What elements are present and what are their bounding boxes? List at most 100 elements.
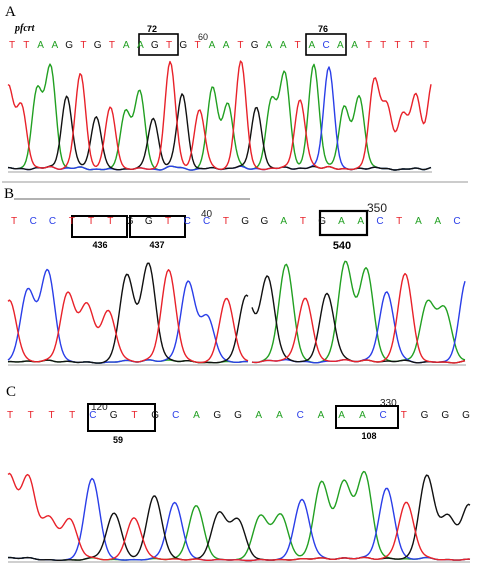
base-g-12: G xyxy=(179,40,187,51)
base-g-7: G xyxy=(151,410,159,421)
base-c-22: C xyxy=(322,40,329,51)
base-t-2: T xyxy=(48,410,54,421)
codon-box-540 xyxy=(318,209,369,237)
base-g-6: G xyxy=(94,40,102,51)
position-marker-120: 120 xyxy=(91,402,108,413)
base-c-19: C xyxy=(376,216,383,227)
base-g-11: G xyxy=(234,410,242,421)
base-a-16: A xyxy=(338,410,345,421)
base-g-7: G xyxy=(145,216,153,227)
base-g-6: G xyxy=(126,216,134,227)
base-a-19: A xyxy=(280,40,287,51)
base-a-15: A xyxy=(223,40,230,51)
base-a-3: A xyxy=(51,40,58,51)
codon-label-72: 72 xyxy=(147,24,157,34)
position-marker-60: 60 xyxy=(198,32,208,42)
base-a-13: A xyxy=(276,410,283,421)
base-a-17: A xyxy=(338,216,345,227)
chromatogram-trace-b xyxy=(7,260,466,366)
base-t-11: T xyxy=(166,40,172,51)
base-t-20: T xyxy=(294,40,300,51)
base-t-29: T xyxy=(423,40,429,51)
codon-label-108: 108 xyxy=(361,431,376,441)
base-a-24: A xyxy=(351,40,358,51)
codon-box-437 xyxy=(129,215,186,238)
position-marker-40: 40 xyxy=(201,209,213,220)
base-a-14: A xyxy=(280,216,287,227)
base-t-3: T xyxy=(69,410,75,421)
base-g-17: G xyxy=(251,40,259,51)
trace-t-channel xyxy=(7,472,471,562)
base-a-12: A xyxy=(255,410,262,421)
base-g-5: G xyxy=(110,410,118,421)
base-t-13: T xyxy=(195,40,201,51)
panel-c-label: C xyxy=(6,384,16,400)
base-t-16: T xyxy=(237,40,243,51)
gene-label: pfcrt xyxy=(14,23,36,34)
panel-a-label: A xyxy=(5,4,16,20)
base-c-2: C xyxy=(49,216,56,227)
position-marker-350: 350 xyxy=(367,201,387,215)
base-t-0: T xyxy=(9,40,15,51)
position-marker-330: 330 xyxy=(380,398,397,409)
base-g-22: G xyxy=(462,410,470,421)
base-c-14: C xyxy=(297,410,304,421)
base-a-21: A xyxy=(415,216,422,227)
base-c-4: C xyxy=(89,410,96,421)
base-c-1: C xyxy=(30,216,37,227)
base-c-18: C xyxy=(379,410,386,421)
base-a-17: A xyxy=(359,410,366,421)
base-t-0: T xyxy=(11,216,17,227)
codon-label-76: 76 xyxy=(318,24,328,34)
codon-box-76 xyxy=(305,33,347,56)
base-g-12: G xyxy=(241,216,249,227)
base-t-8: T xyxy=(165,216,171,227)
base-a-9: A xyxy=(193,410,200,421)
base-t-3: T xyxy=(69,216,75,227)
base-t-26: T xyxy=(380,40,386,51)
base-a-8: A xyxy=(123,40,130,51)
base-g-4: G xyxy=(65,40,73,51)
base-g-20: G xyxy=(421,410,429,421)
trace-t-channel xyxy=(7,269,466,364)
chromatogram-trace-c xyxy=(7,470,471,563)
codon-label-59: 59 xyxy=(113,435,123,445)
base-a-18: A xyxy=(266,40,273,51)
base-g-10: G xyxy=(213,410,221,421)
panel-b-label: B xyxy=(4,186,14,202)
base-a-22: A xyxy=(434,216,441,227)
base-a-23: A xyxy=(337,40,344,51)
codon-label-436: 436 xyxy=(92,240,107,250)
base-c-10: C xyxy=(203,216,210,227)
base-t-19: T xyxy=(401,410,407,421)
base-t-4: T xyxy=(88,216,94,227)
base-t-20: T xyxy=(396,216,402,227)
base-a-15: A xyxy=(318,410,325,421)
base-a-2: A xyxy=(37,40,44,51)
base-t-25: T xyxy=(366,40,372,51)
base-t-1: T xyxy=(28,410,34,421)
codon-label-437: 437 xyxy=(149,240,164,250)
base-a-9: A xyxy=(137,40,144,51)
codon-box-436 xyxy=(71,215,128,238)
base-t-27: T xyxy=(394,40,400,51)
base-g-16: G xyxy=(318,216,326,227)
base-t-15: T xyxy=(300,216,306,227)
base-g-10: G xyxy=(151,40,159,51)
codon-box-108 xyxy=(335,405,399,429)
base-c-8: C xyxy=(172,410,179,421)
codon-label-540: 540 xyxy=(333,240,351,252)
base-a-21: A xyxy=(308,40,315,51)
base-g-13: G xyxy=(261,216,269,227)
base-t-5: T xyxy=(80,40,86,51)
base-c-23: C xyxy=(453,216,460,227)
base-g-21: G xyxy=(441,410,449,421)
base-t-5: T xyxy=(107,216,113,227)
